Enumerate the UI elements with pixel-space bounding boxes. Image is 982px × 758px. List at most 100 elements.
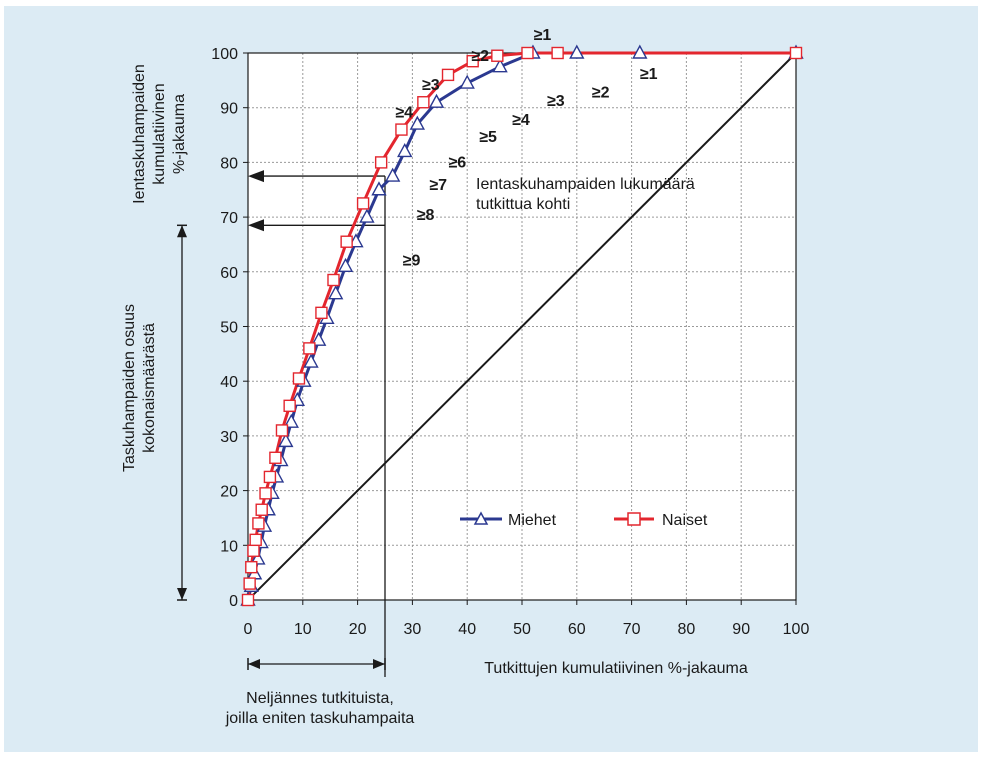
- x-tick-label: 0: [244, 621, 253, 638]
- series-miehet-point: [492, 58, 508, 73]
- series-naiset-point: [252, 517, 265, 530]
- legend: Miehet Naiset: [460, 511, 708, 529]
- series-miehet-point: [428, 93, 445, 108]
- series-naiset-point: [441, 68, 455, 82]
- series-naiset-point: [789, 46, 803, 60]
- bottom-span-arrow-left: [248, 659, 260, 669]
- point-label-miehet: ≥2: [592, 85, 610, 102]
- series-naiset-point: [241, 593, 255, 607]
- x-tick-label: 40: [458, 621, 476, 638]
- x-tick-label: 80: [678, 621, 696, 638]
- x-tick-label: 60: [568, 621, 586, 638]
- point-label-miehet: ≥4: [512, 112, 530, 129]
- x-tick-label: 30: [404, 621, 422, 638]
- series-naiset-point: [374, 156, 388, 169]
- series-miehet-point: [311, 331, 327, 346]
- y-tick-label: 20: [220, 484, 238, 501]
- x-tick-label: 50: [513, 621, 531, 638]
- series-miehet-point: [250, 550, 266, 565]
- series-naiset-point: [327, 273, 340, 287]
- x-tick-label: 70: [623, 621, 641, 638]
- left-span-title-line-2: kokonaismäärästä: [141, 323, 158, 453]
- y-axis-title-line-3: %-jakauma: [171, 94, 188, 174]
- inner-annotation-line-2: tutkittua kohti: [476, 196, 570, 213]
- x-tick-label: 20: [349, 621, 367, 638]
- point-label-miehet: ≥3: [547, 93, 565, 110]
- series-naiset-point: [395, 123, 408, 136]
- y-axis-title-line-2: kumulatiivinen: [151, 83, 168, 184]
- series-miehet-point: [632, 44, 648, 59]
- series-naiset-point: [340, 235, 353, 248]
- series-naiset-point: [466, 55, 479, 68]
- series-naiset-point: [303, 342, 316, 355]
- point-label-naiset: ≥3: [422, 77, 440, 94]
- series-naiset-point: [275, 424, 289, 437]
- point-label-naiset: ≥4: [395, 105, 413, 122]
- series-miehet-point: [328, 285, 344, 300]
- y-tick-label: 0: [229, 593, 238, 610]
- series-miehet-point: [303, 353, 319, 368]
- y-tick-label: 50: [220, 320, 238, 337]
- y-tick-label: 10: [220, 538, 238, 555]
- legend-miehet-marker: [473, 511, 489, 525]
- series-miehet-point: [359, 208, 375, 223]
- series-miehet-point: [397, 142, 413, 158]
- series-layer: [240, 44, 804, 607]
- series-miehet-point: [371, 181, 387, 196]
- series-naiset-point: [249, 533, 262, 547]
- arrow-miehet-arrowhead: [248, 219, 264, 232]
- series-naiset-point: [315, 306, 328, 320]
- x-tick-label: 100: [783, 621, 810, 638]
- y-tick-label: 70: [220, 210, 238, 227]
- left-span-title-line-1: Taskuhampaiden osuus: [121, 304, 138, 472]
- legend-naiset-label: Naiset: [662, 512, 708, 529]
- x-tick-label: 10: [294, 621, 312, 638]
- series-naiset-point: [356, 197, 370, 210]
- y-tick-label: 80: [220, 155, 238, 172]
- bottom-span-arrow-right: [373, 659, 385, 669]
- series-naiset-point: [521, 46, 534, 60]
- arrow-naiset-arrowhead: [248, 170, 264, 183]
- point-label-naiset: ≥2: [471, 48, 489, 65]
- series-naiset-point: [491, 49, 504, 62]
- y-tick-label: 100: [211, 46, 238, 63]
- series-naiset-point: [551, 46, 564, 60]
- legend-miehet-label: Miehet: [508, 512, 557, 529]
- y-tick-label: 60: [220, 265, 238, 282]
- bottom-annotation-line-2: joilla eniten taskuhampaita: [225, 710, 415, 727]
- point-labels: ≥1 ≥2 ≥3 ≥4 ≥5 ≥6≥7 ≥8 ≥9 ≥1 ≥2 ≥3 ≥4: [395, 27, 657, 270]
- left-span-arrow-bottom: [177, 588, 187, 600]
- y-tick-label: 30: [220, 429, 238, 446]
- series-miehet-point: [337, 257, 354, 273]
- point-label-miehet: ≥1: [640, 66, 658, 83]
- x-axis-title: Tutkittujen kumulatiivinen %-jakauma: [484, 660, 748, 677]
- y-axis-title-line-1: Ientaskuhampaiden: [131, 64, 148, 204]
- point-label-miehet: ≥8: [417, 207, 435, 224]
- diagonal-reference-line: [247, 52, 797, 601]
- tick-labels: 0 10 20 30 40 50 60 70 80 90 100 0 10 20 30 40 50 60 70 80 9…: [211, 46, 809, 638]
- chart-figure: ≥1 ≥2 ≥3 ≥4 ≥5 ≥6 ≥7 ≥8 ≥9 ≥1 ≥2 ≥3 ≥4 0 10 20 30 40 50 60…: [4, 6, 978, 752]
- series-miehet-point: [384, 167, 401, 182]
- series-naiset-point: [417, 96, 430, 109]
- inner-annotation-line-1: Ientaskuhampaiden lukumäärä: [476, 176, 695, 193]
- point-label-miehet: ≥5: [479, 129, 497, 146]
- bottom-annotation-line-1: Neljännes tutkituista,: [246, 690, 394, 707]
- series-naiset-point: [243, 577, 256, 590]
- series-naiset-point: [269, 451, 282, 464]
- point-label-naiset: ≥1: [534, 27, 552, 44]
- series-naiset-point: [292, 372, 306, 385]
- series-naiset-point: [255, 503, 268, 516]
- y-tick-label: 40: [220, 374, 238, 391]
- series-naiset-point: [283, 399, 296, 413]
- series-naiset-point: [245, 560, 258, 574]
- legend-naiset-marker: [627, 512, 641, 526]
- series-naiset-point: [263, 470, 277, 484]
- point-label-miehet: ≥6: [449, 154, 467, 171]
- point-label-miehet: ≥9: [403, 253, 421, 270]
- series-miehet-point: [278, 432, 294, 448]
- chart: ≥1 ≥2 ≥3 ≥4 ≥5 ≥6≥7 ≥8 ≥9 ≥1 ≥2 ≥3 ≥4 0 10 20 30 40 50 60…: [121, 27, 809, 727]
- point-label-miehet: ≥7: [429, 177, 447, 194]
- series-naiset-point: [247, 544, 260, 557]
- series-miehet-point: [283, 413, 299, 428]
- y-tick-label: 90: [220, 101, 238, 118]
